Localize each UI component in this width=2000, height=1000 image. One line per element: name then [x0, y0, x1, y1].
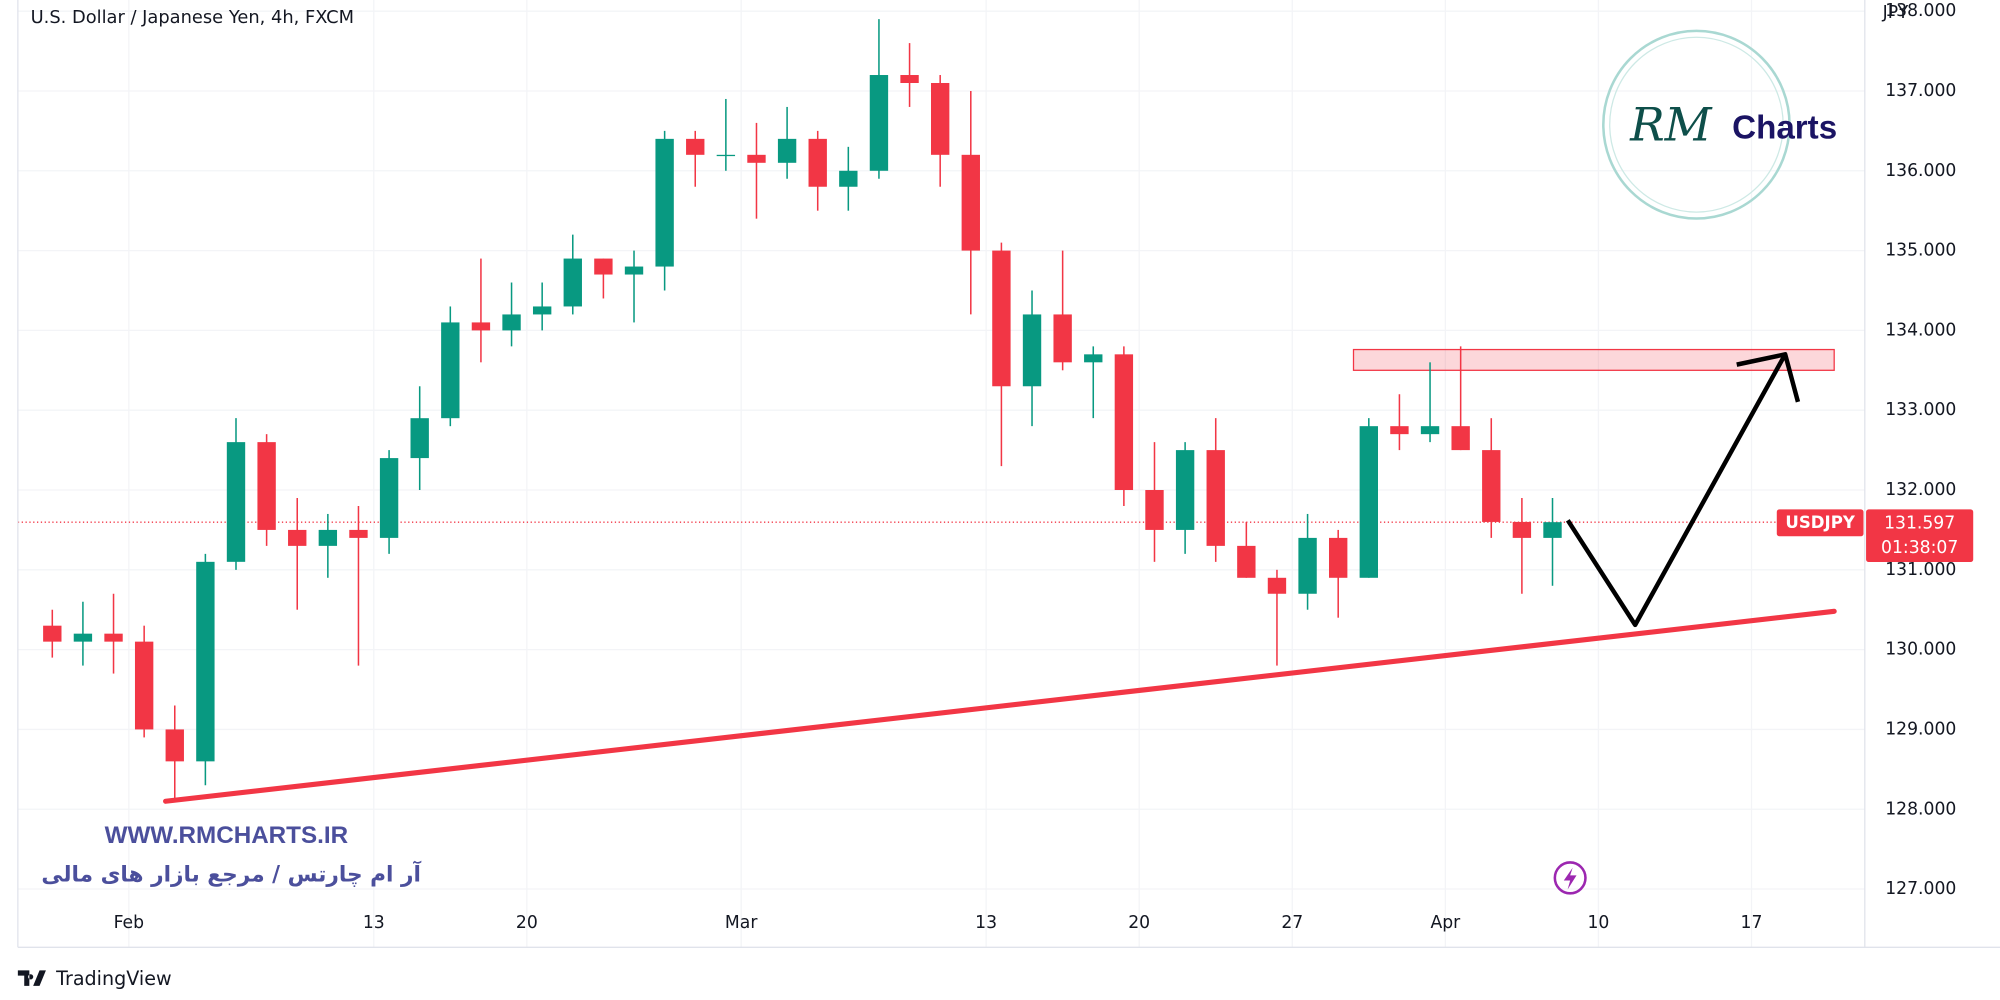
- logo-ring: [1609, 36, 1784, 213]
- alert-icon[interactable]: [1553, 861, 1587, 895]
- x-tick-label: 17: [1741, 913, 1763, 933]
- candle-body: [1420, 426, 1440, 435]
- projection: [1565, 353, 1788, 628]
- x-tick-label: Mar: [725, 913, 758, 933]
- candle-body: [257, 442, 276, 530]
- candle-body: [441, 322, 460, 419]
- candle-body: [318, 529, 338, 546]
- y-tick-label: 135.000: [1885, 241, 1956, 261]
- candle-body: [73, 633, 93, 642]
- candle-body: [1543, 522, 1562, 538]
- candle-body: [43, 625, 62, 642]
- candle-body: [104, 633, 123, 642]
- footer: TradingView: [55, 967, 171, 990]
- candle-body: [777, 138, 797, 163]
- logo-initials: RM: [1629, 97, 1713, 151]
- x-tick-label: 27: [1281, 913, 1303, 933]
- resistance-zone: [1352, 348, 1835, 371]
- candle-body: [1482, 450, 1501, 522]
- candle-body: [686, 138, 705, 155]
- candle-body: [1175, 450, 1195, 530]
- candle-body: [563, 258, 582, 307]
- trendline: [163, 608, 1837, 804]
- y-tick-label: 128.000: [1885, 799, 1956, 819]
- candle-body: [196, 561, 215, 762]
- candle-body: [961, 154, 980, 251]
- symbol-badge: [1776, 509, 1864, 537]
- candle-body: [655, 138, 674, 267]
- candle-body: [1298, 537, 1317, 594]
- y-tick-label: 130.000: [1885, 640, 1956, 660]
- y-tick-label: 129.000: [1885, 719, 1956, 739]
- x-tick-label: 13: [975, 913, 997, 933]
- candle-body: [624, 266, 644, 275]
- candle-body: [992, 250, 1011, 387]
- candle-body: [839, 170, 858, 187]
- candle-body: [716, 154, 736, 157]
- watermark-subtitle: آر ام چارتس / مرجع بازار های مالی: [41, 859, 421, 887]
- candle-body: [1359, 426, 1378, 578]
- x-tick-label: 20: [516, 913, 538, 933]
- price-badge: [1866, 509, 1974, 563]
- candle-body: [747, 154, 766, 163]
- y-tick-label: 133.000: [1885, 400, 1956, 420]
- y-tick-label: 131.000: [1885, 560, 1956, 580]
- y-tick-label: 136.000: [1885, 161, 1956, 181]
- x-tick-label: Apr: [1430, 913, 1461, 933]
- candle-body: [1053, 314, 1072, 363]
- candle-body: [1206, 450, 1225, 546]
- candle-body: [808, 138, 827, 187]
- plot: [17, 19, 1865, 804]
- x-tick-label: 20: [1128, 913, 1150, 933]
- candle-body: [869, 75, 889, 171]
- candle-body: [1390, 426, 1409, 435]
- logo-text: Charts: [1732, 110, 1837, 147]
- last-price-label: 131.597: [1884, 513, 1955, 533]
- candle-body: [1451, 426, 1470, 451]
- symbol-label: USDJPY: [1785, 513, 1855, 532]
- chart-title: U.S. Dollar / Japanese Yen, 4h, FXCM: [31, 7, 354, 28]
- logo-ring: [1602, 29, 1791, 220]
- candle-body: [288, 529, 307, 546]
- currency-label: JPY: [1882, 3, 1909, 23]
- candle-body: [594, 258, 613, 275]
- candle-body: [1084, 354, 1103, 363]
- candle-body: [410, 418, 429, 459]
- candle-body: [165, 729, 184, 762]
- candle-body: [1329, 537, 1348, 578]
- candle-body: [1512, 521, 1532, 538]
- y-tick-label: 132.000: [1885, 480, 1956, 500]
- candle-body: [226, 442, 246, 562]
- candle-body: [532, 306, 552, 315]
- y-tick-label: 138.000: [1885, 1, 1956, 21]
- arrow-head: [1736, 352, 1801, 403]
- candle-body: [471, 322, 491, 331]
- countdown-label: 01:38:07: [1881, 538, 1958, 558]
- x-tick-label: 10: [1587, 913, 1609, 933]
- y-tick-label: 127.000: [1885, 879, 1956, 899]
- candle-body: [900, 75, 919, 83]
- candle-body: [1114, 354, 1134, 491]
- candle-body: [930, 82, 950, 155]
- candle-body: [502, 314, 521, 331]
- tradingview-logo: TradingView: [17, 967, 172, 990]
- candle-body: [349, 529, 368, 538]
- candle-body: [1145, 490, 1164, 530]
- candle-body: [1237, 545, 1256, 578]
- candle-body: [379, 458, 399, 538]
- y-tick-label: 137.000: [1885, 81, 1956, 101]
- x-tick-label: Feb: [114, 913, 144, 933]
- candle-body: [1267, 577, 1287, 594]
- x-tick-label: 13: [363, 913, 385, 933]
- candle-body: [134, 641, 154, 730]
- y-tick-label: 134.000: [1885, 320, 1956, 340]
- tradingview-icon: [17, 970, 46, 986]
- candle-body: [1022, 314, 1042, 387]
- alert-icon[interactable]: [1563, 867, 1577, 890]
- watermark: WWW.RMCHARTS.IR: [105, 822, 349, 849]
